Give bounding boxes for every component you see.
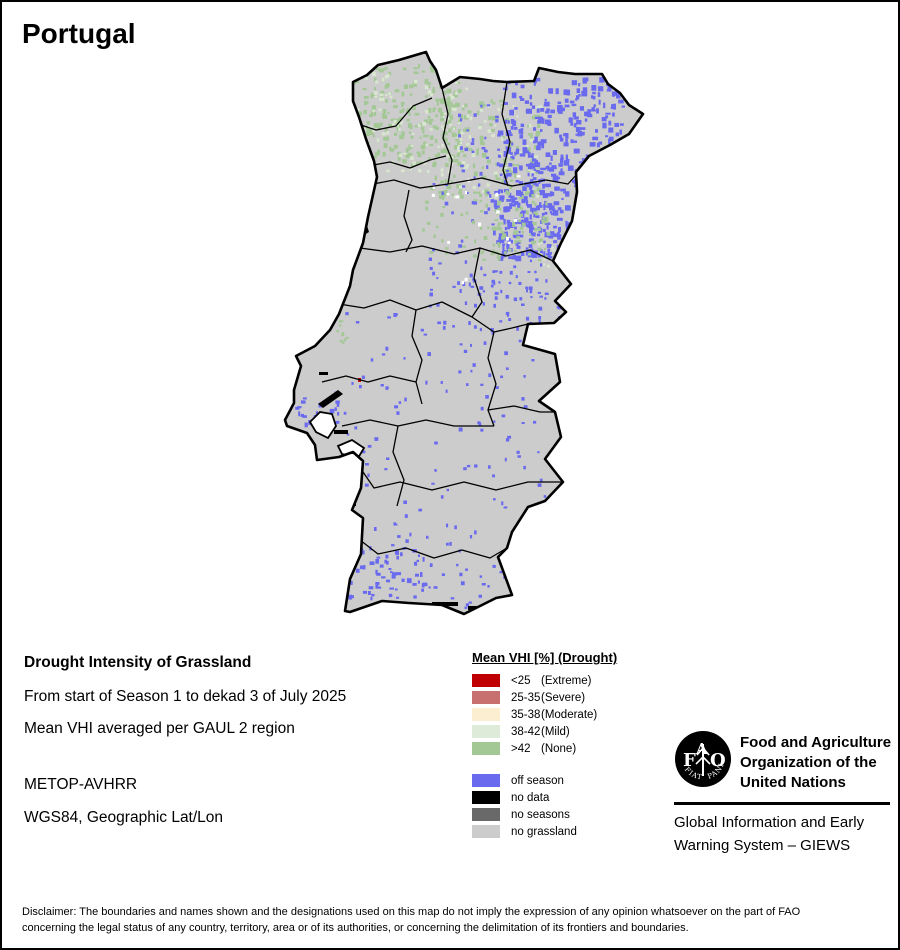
fao-logo-icon: F A O FIAT PANIS	[671, 724, 732, 793]
legend-row: >42 (None)	[472, 740, 617, 757]
giews-label: Global Information and Early Warning Sys…	[674, 814, 865, 854]
legend: Mean VHI [%] (Drought) <25 (Extreme) 25-…	[472, 650, 617, 840]
legend-swatch-no-grassland	[472, 825, 500, 838]
land-area	[285, 52, 643, 614]
legend-label: off season	[511, 774, 564, 787]
legend-row: 35-38 (Moderate)	[472, 706, 617, 723]
legend-label: no seasons	[511, 808, 570, 821]
sensor-label: METOP-AVHRR	[24, 776, 138, 793]
legend-range: 25-35	[511, 691, 541, 704]
legend-range: 38-42	[511, 725, 541, 738]
legend-title: Mean VHI [%] (Drought)	[472, 650, 618, 665]
fao-divider	[674, 802, 890, 805]
map-subtitle: Drought Intensity of Grassland	[24, 654, 252, 671]
legend-extra-group: off season no data no seasons no grassla…	[472, 772, 617, 840]
legend-swatch-no-seasons	[472, 808, 500, 821]
legend-range: <25	[511, 674, 531, 687]
projection-label: WGS84, Geographic Lat/Lon	[24, 809, 224, 826]
legend-row: <25 (Extreme)	[472, 672, 617, 689]
map-pixels	[295, 64, 628, 611]
legend-label: (Extreme)	[541, 674, 592, 687]
legend-row: 25-35 (Severe)	[472, 689, 617, 706]
legend-row: no seasons	[472, 806, 617, 823]
legend-label: no grassland	[511, 825, 577, 838]
disclaimer: Disclaimer: The boundaries and names sho…	[22, 906, 801, 934]
legend-label: (None)	[541, 742, 577, 755]
svg-text:F: F	[683, 750, 696, 771]
legend-label: (Mild)	[541, 725, 570, 738]
legend-label: no data	[511, 791, 550, 804]
legend-swatch-extreme	[472, 674, 500, 687]
legend-swatch-severe	[472, 691, 500, 704]
legend-range: >42	[511, 742, 531, 755]
legend-row: off season	[472, 772, 617, 789]
legend-label: (Severe)	[541, 691, 586, 704]
legend-label: (Moderate)	[541, 708, 598, 721]
legend-swatch-mild	[472, 725, 500, 738]
map-description: Drought Intensity of Grassland From star…	[24, 654, 346, 752]
map-metadata: METOP-AVHRR WGS84, Geographic Lat/Lon	[24, 776, 223, 842]
country-outline	[283, 50, 645, 616]
legend-swatch-none	[472, 742, 500, 755]
fao-branding: F A O FIAT PANIS Food and Agriculture Or…	[671, 724, 892, 857]
legend-swatch-off-season	[472, 774, 500, 787]
legend-range: 35-38	[511, 708, 541, 721]
legend-row: no data	[472, 789, 617, 806]
legend-swatch-moderate	[472, 708, 500, 721]
legend-swatch-no-data	[472, 791, 500, 804]
page-title: Portugal	[22, 18, 136, 49]
fao-name: Food and Agriculture Organization of the…	[740, 734, 892, 791]
legend-row: 38-42 (Mild)	[472, 723, 617, 740]
legend-row: no grassland	[472, 823, 617, 840]
map-period: From start of Season 1 to dekad 3 of Jul…	[24, 688, 347, 705]
svg-text:O: O	[710, 750, 726, 771]
map-aggregation: Mean VHI averaged per GAUL 2 region	[24, 720, 295, 737]
